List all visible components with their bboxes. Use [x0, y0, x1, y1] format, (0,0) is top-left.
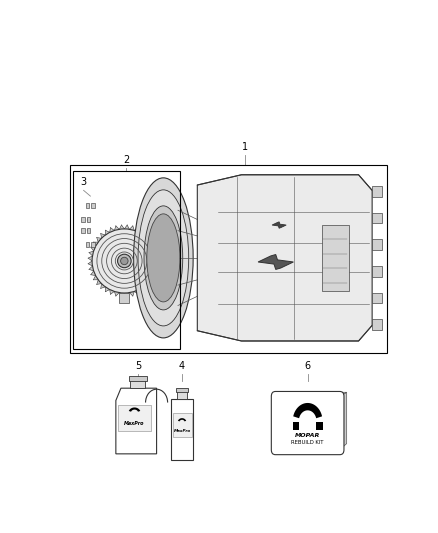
Text: MaxPro: MaxPro [173, 429, 191, 433]
Bar [86, 203, 89, 208]
Polygon shape [155, 266, 160, 271]
Text: 6: 6 [304, 361, 311, 371]
Ellipse shape [134, 178, 193, 338]
Polygon shape [124, 225, 129, 229]
Polygon shape [89, 251, 94, 256]
Polygon shape [143, 284, 148, 288]
Bar [372, 213, 382, 223]
Polygon shape [258, 255, 293, 270]
Polygon shape [153, 246, 158, 251]
Bar [372, 186, 382, 197]
Ellipse shape [120, 257, 128, 265]
Bar [74, 171, 180, 349]
Polygon shape [124, 293, 129, 297]
Bar [372, 293, 382, 303]
Polygon shape [129, 226, 134, 230]
Ellipse shape [92, 229, 156, 293]
Polygon shape [93, 276, 98, 280]
Polygon shape [114, 226, 119, 230]
Polygon shape [97, 280, 102, 285]
Polygon shape [129, 292, 134, 296]
Ellipse shape [117, 254, 131, 268]
Polygon shape [106, 287, 110, 292]
Bar [177, 391, 187, 399]
Polygon shape [110, 228, 114, 232]
Bar [173, 413, 191, 438]
Polygon shape [143, 233, 148, 238]
Text: 3: 3 [81, 177, 87, 187]
Bar [372, 239, 382, 250]
Polygon shape [155, 251, 160, 256]
Polygon shape [147, 238, 152, 242]
Polygon shape [134, 289, 139, 294]
Polygon shape [197, 175, 372, 341]
Polygon shape [89, 266, 94, 271]
Bar [81, 217, 85, 222]
Polygon shape [114, 292, 119, 296]
Polygon shape [340, 392, 346, 450]
Bar [86, 242, 89, 247]
Bar [117, 405, 152, 431]
Polygon shape [272, 222, 286, 228]
Ellipse shape [147, 214, 180, 302]
Bar [70, 165, 388, 353]
Polygon shape [91, 246, 95, 251]
Polygon shape [91, 271, 95, 276]
Bar [372, 319, 382, 330]
Ellipse shape [138, 190, 189, 326]
Bar [87, 217, 90, 222]
Bar [321, 225, 349, 290]
Text: REBUILD KIT: REBUILD KIT [291, 440, 324, 445]
Polygon shape [88, 261, 92, 266]
Polygon shape [156, 256, 161, 261]
Bar [131, 380, 145, 388]
Bar [176, 388, 188, 392]
Bar [92, 242, 95, 247]
Bar [81, 228, 85, 232]
Text: 1: 1 [242, 142, 248, 152]
Text: 5: 5 [135, 361, 141, 371]
Polygon shape [119, 293, 124, 297]
Bar [119, 293, 130, 303]
Polygon shape [156, 261, 161, 266]
Polygon shape [97, 238, 102, 242]
Ellipse shape [150, 222, 177, 294]
Polygon shape [129, 407, 140, 411]
Polygon shape [153, 271, 158, 276]
Bar [293, 422, 299, 430]
Polygon shape [119, 225, 124, 229]
Polygon shape [178, 418, 186, 422]
Polygon shape [150, 242, 155, 246]
Polygon shape [293, 403, 322, 418]
Text: 2: 2 [123, 155, 129, 165]
Polygon shape [101, 284, 106, 288]
Polygon shape [276, 392, 346, 397]
Bar [129, 376, 147, 381]
Polygon shape [147, 280, 152, 285]
Polygon shape [116, 388, 156, 454]
Polygon shape [139, 230, 143, 235]
Polygon shape [106, 230, 110, 235]
Bar [372, 266, 382, 277]
Bar [87, 228, 90, 232]
Polygon shape [88, 256, 92, 261]
Bar [317, 422, 322, 430]
Polygon shape [101, 233, 106, 238]
Text: 4: 4 [179, 361, 185, 371]
Bar [92, 203, 95, 208]
Polygon shape [93, 242, 98, 246]
Text: MaxPro: MaxPro [124, 421, 145, 425]
FancyBboxPatch shape [271, 391, 344, 455]
Text: MOPAR: MOPAR [295, 433, 320, 438]
Polygon shape [171, 399, 193, 460]
Ellipse shape [144, 206, 183, 310]
Polygon shape [110, 289, 114, 294]
Polygon shape [150, 276, 155, 280]
Polygon shape [139, 287, 143, 292]
Polygon shape [134, 228, 139, 232]
